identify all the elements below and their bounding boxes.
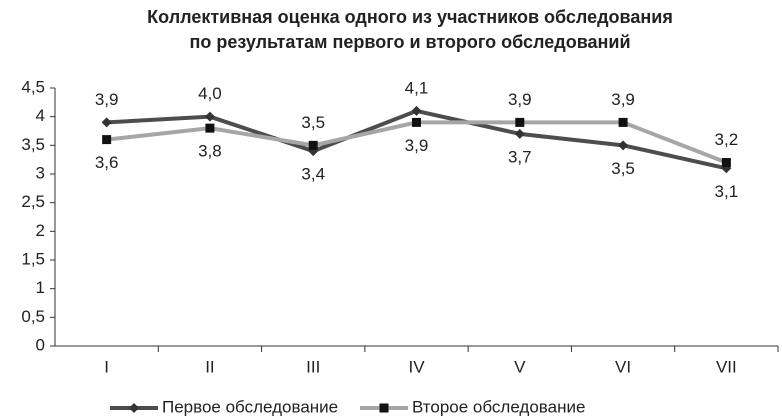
x-tick-label: II [205, 357, 214, 376]
y-tick-label: 1,5 [21, 249, 45, 268]
value-label: 3,6 [95, 153, 119, 172]
marker [618, 117, 628, 127]
value-label: 3,1 [715, 182, 739, 201]
x-tick-label: IV [408, 357, 425, 376]
chart-title: Коллективная оценка одного из участников… [147, 7, 673, 27]
marker [412, 117, 421, 127]
value-label: 3,4 [301, 165, 325, 184]
y-tick-label: 1 [36, 278, 45, 297]
chart-title: по результатам первого и второго обследо… [189, 32, 630, 52]
y-tick-label: 3 [36, 163, 45, 182]
legend-label: Второе обследование [412, 397, 585, 416]
y-tick-label: 2 [36, 221, 45, 240]
value-label: 4,0 [198, 84, 222, 103]
marker [379, 403, 389, 413]
x-tick-label: VII [716, 357, 737, 376]
marker [204, 111, 215, 122]
marker [205, 123, 215, 133]
y-tick-label: 0 [36, 335, 45, 354]
marker [102, 135, 112, 145]
value-label: 3,5 [301, 113, 325, 132]
marker [515, 117, 525, 127]
legend-label: Первое обследование [162, 397, 338, 416]
x-tick-label: VI [615, 357, 631, 376]
value-label: 4,1 [405, 78, 429, 97]
x-tick-label: I [104, 357, 109, 376]
value-label: 3,7 [508, 147, 532, 166]
value-label: 3,9 [95, 90, 119, 109]
value-label: 3,9 [611, 90, 635, 109]
x-tick-label: V [514, 357, 526, 376]
y-tick-label: 4 [36, 106, 45, 125]
marker [618, 140, 629, 151]
value-label: 3,9 [508, 90, 532, 109]
value-label: 3,8 [198, 142, 222, 161]
y-tick-label: 3,5 [21, 135, 45, 154]
marker [514, 128, 525, 139]
marker [411, 105, 422, 116]
y-tick-label: 4,5 [21, 77, 45, 96]
value-label: 3,9 [405, 136, 429, 155]
y-tick-label: 2,5 [21, 192, 45, 211]
x-tick-label: III [306, 357, 320, 376]
value-label: 3,5 [611, 159, 635, 178]
value-label: 3,2 [715, 130, 739, 149]
marker [721, 158, 731, 168]
y-tick-label: 0,5 [21, 307, 45, 326]
marker [101, 117, 112, 128]
marker [308, 140, 318, 150]
marker [129, 403, 139, 413]
